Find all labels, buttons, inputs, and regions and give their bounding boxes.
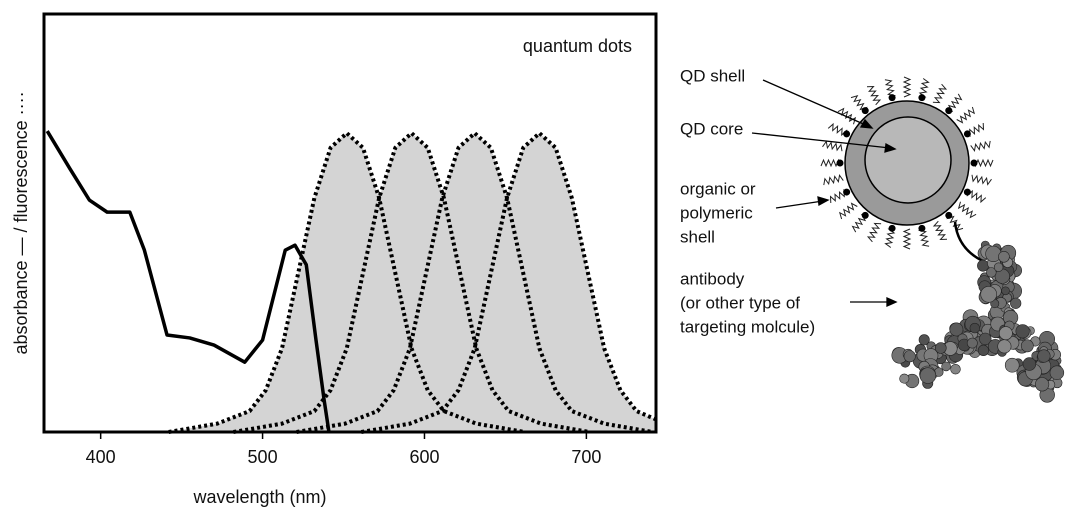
antibody-blob — [1020, 339, 1034, 353]
y-axis-label: absorbance — / fluorescence ···· — [11, 91, 31, 354]
antibody-blob — [997, 339, 1012, 354]
ligand — [902, 76, 912, 98]
x-tick-label: 700 — [571, 447, 601, 467]
ligand — [823, 174, 844, 186]
ligand-dot — [843, 188, 851, 196]
ligand — [866, 222, 882, 243]
antibody-blob — [998, 250, 1010, 263]
ligand-dot — [861, 107, 869, 115]
ligand-dot — [888, 94, 896, 102]
ligand — [822, 140, 843, 152]
plot-frame — [42, 12, 658, 434]
antibody-blob — [899, 373, 910, 384]
ligand — [902, 228, 912, 250]
arrow — [775, 200, 824, 209]
antibody-blob — [903, 350, 916, 363]
ligand-dot — [945, 107, 953, 115]
antibody-blob — [934, 342, 947, 354]
line — [360, 131, 657, 434]
ligand — [866, 85, 882, 106]
diagram-label: QD core — [680, 119, 743, 138]
ligand-dot — [945, 211, 953, 219]
annotation: quantum dots — [523, 36, 632, 56]
arrow-head — [886, 296, 898, 308]
ligand — [957, 201, 977, 219]
antibody-blob — [1010, 297, 1022, 309]
antibody-blob — [941, 361, 951, 372]
x-axis-label: wavelength (nm) — [192, 487, 326, 507]
antibody-blob — [980, 285, 998, 303]
diagram-label: targeting molcule) — [680, 317, 815, 336]
area — [296, 133, 653, 432]
ligand — [970, 140, 991, 152]
arrow-head — [884, 142, 897, 153]
ligand — [932, 83, 948, 104]
antibody-blob — [1004, 357, 1020, 373]
antibody-blob — [949, 322, 964, 337]
antibody-blob — [1037, 349, 1051, 363]
diagram: QD shell QD core organic or polymeric shell a… — [680, 66, 1065, 403]
ligand-dot — [970, 159, 978, 167]
ligand-dot — [843, 130, 851, 138]
area — [168, 133, 525, 432]
diagram-label: QD shell — [680, 66, 745, 85]
tether — [953, 221, 986, 264]
ligand-dot — [888, 224, 896, 232]
arrow — [751, 132, 891, 149]
antibody-blob — [969, 322, 980, 334]
ligand-dot — [963, 188, 971, 196]
antibody-blob — [1015, 324, 1030, 339]
antibody-blob — [979, 332, 992, 346]
ligand — [971, 174, 992, 186]
antibody-blob — [998, 326, 1013, 341]
antibody-blob — [993, 262, 1004, 272]
x-tick-label: 600 — [409, 447, 439, 467]
x-tick-label: 400 — [86, 447, 116, 467]
antibody-blob — [966, 337, 978, 349]
plot: 400 500 600 700 — [42, 12, 658, 467]
antibody-blob — [986, 267, 997, 278]
ligand-dot — [963, 130, 971, 138]
ligand-dots — [836, 94, 978, 232]
ligand — [956, 106, 976, 124]
antibody-blob — [1022, 357, 1037, 371]
ligand — [838, 202, 858, 220]
area — [361, 133, 656, 432]
antibody-blob — [1001, 286, 1010, 296]
ligand-dot — [861, 211, 869, 219]
antibody-blob — [977, 344, 990, 357]
diagram-label: shell — [680, 227, 715, 246]
antibody-blob — [1034, 377, 1050, 392]
antibody-blob — [918, 334, 930, 346]
ligand-dot — [836, 159, 844, 167]
arrows — [751, 79, 898, 308]
diagram-label: organic or — [680, 179, 756, 198]
x-tick-label: 500 — [248, 447, 278, 467]
ligand-dot — [918, 224, 926, 232]
antibody-blob — [1049, 365, 1065, 380]
line — [45, 130, 331, 433]
diagram-label: antibody — [680, 269, 745, 288]
qd-core — [864, 116, 952, 204]
antibody — [891, 240, 1065, 403]
diagram-label: (or other type of — [680, 293, 800, 312]
diagram-label: polymeric — [680, 203, 753, 222]
arrow-head — [817, 196, 830, 207]
arrow-head — [859, 118, 874, 129]
ligand-dot — [918, 94, 926, 102]
ligand — [932, 220, 948, 241]
antibody-blob — [950, 364, 961, 375]
antibody-blob — [919, 367, 937, 384]
arrow — [762, 79, 869, 127]
area — [233, 133, 590, 432]
